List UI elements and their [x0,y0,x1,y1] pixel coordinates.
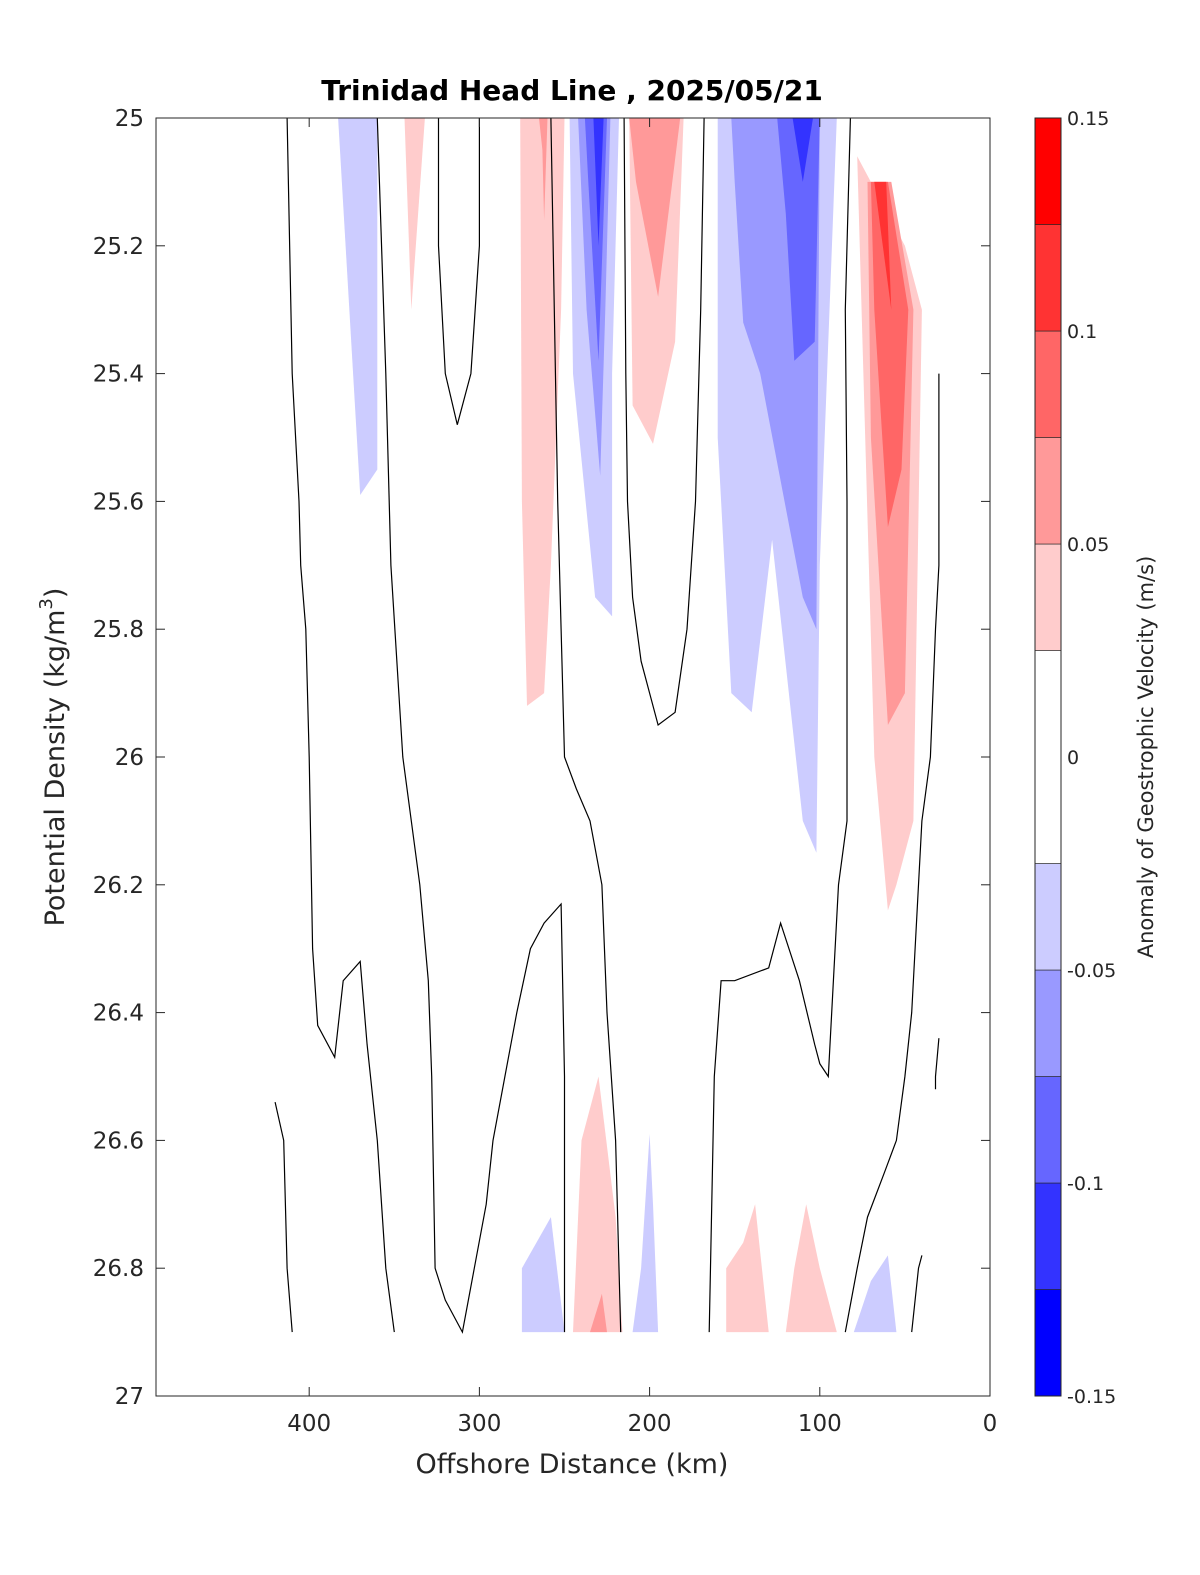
colorbar-tick-label: 0.15 [1067,108,1109,130]
x-tick-label: 100 [798,1411,842,1437]
filled-region-12 [777,118,820,361]
colorbar-swatch [1034,650,1062,864]
filled-region-17 [874,181,892,310]
colorbar-tick-label: -0.1 [1067,1173,1104,1195]
x-tick-label: 0 [983,1411,998,1437]
y-axis-label-main: Potential Density (kg/m [40,610,71,927]
zero-contour-line-7 [274,1101,293,1333]
plot-area: 400 300 200 100 0 25 25.2 25.4 25.6 25.8 26 26.2 26… [93,106,998,1437]
filled-region-13 [792,118,813,182]
zero-contour-line-2 [437,118,480,425]
colorbar-tick-label: 0.1 [1067,321,1097,343]
colorbar-swatch [1034,224,1062,332]
colorbar-title: Anomaly of Geostrophic Velocity (m/s) [1134,556,1158,959]
y-tick-label: 26.8 [93,1256,144,1282]
filled-region-18 [521,1217,565,1333]
colorbar-swatch [1034,1289,1062,1397]
x-tick-label: 400 [287,1411,331,1437]
colorbar-swatch [1034,1182,1062,1290]
colorbar-tick-label: 0.05 [1067,534,1109,556]
x-tick-label: 300 [457,1411,501,1437]
x-axis-ticks: 400 300 200 100 0 [287,118,997,1437]
filled-contours [338,118,922,1333]
colorbar-swatch [1034,969,1062,1077]
colorbar-swatch [1034,437,1062,545]
y-axis-label: Potential Density (kg/m3) [36,588,71,927]
colorbar: -0.15 -0.1 -0.05 0 0.05 0.1 0.15 Anomaly of Ge… [1034,108,1158,1408]
zero-contour-line-8 [911,1255,923,1333]
zero-contour-line-4 [623,117,705,727]
colorbar-swatch [1034,330,1062,438]
zero-contour-line-9 [934,1038,940,1090]
y-tick-label: 25 [115,106,144,132]
filled-region-22 [726,1204,769,1333]
zero-contour-line-3 [550,117,622,1333]
colorbar-swatch [1034,117,1062,225]
colorbar-swatches [1034,117,1062,1397]
filled-region-19 [573,1076,623,1333]
zero-contour-lines [274,117,940,1334]
filled-region-7 [593,118,604,246]
y-tick-label: 26.2 [93,873,144,899]
filled-region-16 [870,181,909,527]
filled-region-24 [853,1255,897,1333]
colorbar-swatch [1034,863,1062,971]
colorbar-tick-label: 0 [1067,747,1079,769]
colorbar-tick-label: -0.05 [1067,960,1116,982]
colorbar-tick-label: -0.15 [1067,1386,1116,1408]
y-axis-ticks: 25 25.2 25.4 25.6 25.8 26 26.2 26.4 26.6 26.8 27 [93,106,990,1410]
filled-region-3 [539,118,548,221]
x-axis-label: Offshore Distance (km) [416,1449,729,1480]
y-tick-label: 27 [115,1384,144,1410]
filled-region-1 [404,118,425,310]
y-tick-label: 25.6 [93,489,144,515]
zero-contour-line-1 [376,117,566,1334]
filled-region-20 [590,1293,607,1333]
filled-region-0 [338,118,378,495]
y-tick-label: 26.4 [93,1001,144,1027]
zero-contour-line-5 [708,117,851,1333]
colorbar-swatch [1034,543,1062,651]
chart-title: Trinidad Head Line , 2025/05/21 [321,74,823,107]
y-tick-label: 25.2 [93,234,144,260]
colorbar-border [1034,117,1062,1397]
filled-region-23 [785,1204,837,1333]
zero-contour-line-6 [844,373,940,1333]
y-tick-label: 26.6 [93,1128,144,1154]
filled-region-21 [632,1134,659,1333]
filled-region-9 [629,118,681,297]
y-axis-label-sup: 3 [36,598,57,609]
filled-region-6 [584,118,607,361]
colorbar-swatch [1034,1076,1062,1184]
y-tick-label: 25.8 [93,617,144,643]
x-tick-label: 200 [628,1411,672,1437]
y-tick-label: 26 [115,745,144,771]
zero-contour-line-0 [286,117,395,1333]
y-axis-label-close: ) [40,588,71,599]
y-tick-label: 25.4 [93,362,144,388]
colorbar-ticks: -0.15 -0.1 -0.05 0 0.05 0.1 0.15 [1067,108,1116,1408]
